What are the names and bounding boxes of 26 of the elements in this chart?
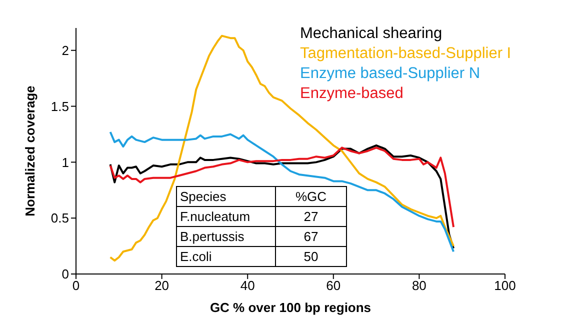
x-tick-label: 100 — [494, 278, 516, 294]
line-series — [109, 146, 455, 228]
annotation: E.coli — [176, 246, 276, 266]
text: Tagmentation-based-Supplier I — [300, 44, 512, 64]
x-tick-label: 20 — [154, 278, 170, 294]
y-axis-title: Normalized coverage — [22, 86, 38, 216]
annotation: F.nucleatum — [176, 206, 276, 226]
x-tick-label: 0 — [72, 278, 80, 294]
annotation: 67 — [276, 226, 346, 246]
y-tick-label: 0 — [62, 266, 69, 282]
annotation: 27 — [276, 206, 346, 226]
y-tick-label: 0.5 — [50, 210, 69, 226]
annotation: B.pertussis — [176, 226, 276, 246]
text: Mechanical shearing — [300, 24, 444, 44]
text: Enzyme based-Supplier N — [300, 64, 482, 84]
x-tick-label: 60 — [326, 278, 341, 294]
text: Enzyme-based — [300, 84, 404, 104]
annotation: %GC — [276, 186, 346, 206]
x-tick-label: 40 — [240, 278, 255, 294]
x-axis-title: GC % over 100 bp regions — [210, 300, 372, 315]
y-tick-label: 1.5 — [50, 98, 69, 114]
annotation: 50 — [276, 246, 346, 266]
y-tick-label: 1 — [62, 154, 69, 170]
annotation: Species — [176, 186, 276, 206]
y-tick-label: 2 — [62, 42, 69, 58]
x-tick-label: 80 — [412, 278, 426, 294]
